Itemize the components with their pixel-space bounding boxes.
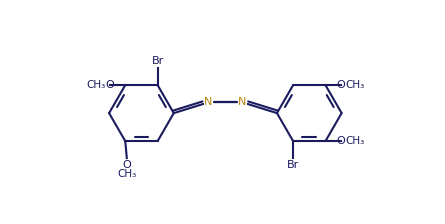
Text: O: O — [105, 80, 114, 90]
Text: CH₃: CH₃ — [117, 169, 137, 179]
Text: N: N — [204, 97, 213, 107]
Text: O: O — [336, 80, 345, 90]
Text: CH₃: CH₃ — [345, 80, 364, 90]
Text: O: O — [122, 160, 131, 170]
Text: N: N — [238, 97, 247, 107]
Text: Br: Br — [151, 56, 164, 66]
Text: CH₃: CH₃ — [345, 136, 364, 146]
Text: Br: Br — [287, 160, 299, 170]
Text: O: O — [336, 136, 345, 146]
Text: CH₃: CH₃ — [86, 80, 105, 90]
